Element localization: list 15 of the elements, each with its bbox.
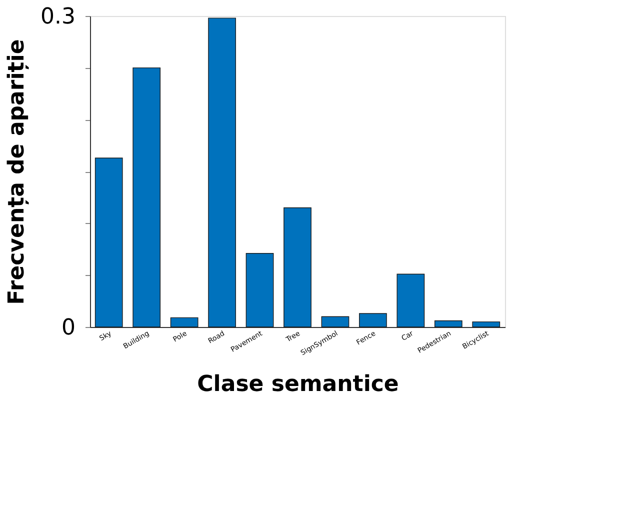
bar	[434, 320, 462, 328]
bar	[170, 317, 198, 328]
x-axis-title: Clase semantice	[197, 372, 399, 398]
bar	[396, 274, 425, 328]
bar	[359, 313, 387, 328]
bar	[94, 158, 123, 328]
bar	[321, 316, 350, 328]
y-axis-title: Frecvența de apariție	[4, 39, 30, 305]
bar	[284, 207, 312, 328]
bar	[246, 253, 274, 328]
bar	[472, 321, 500, 328]
bar	[208, 18, 236, 328]
bar	[132, 67, 161, 328]
y-tick-label: 0.3	[40, 4, 76, 30]
y-tick-label: 0	[62, 316, 76, 340]
